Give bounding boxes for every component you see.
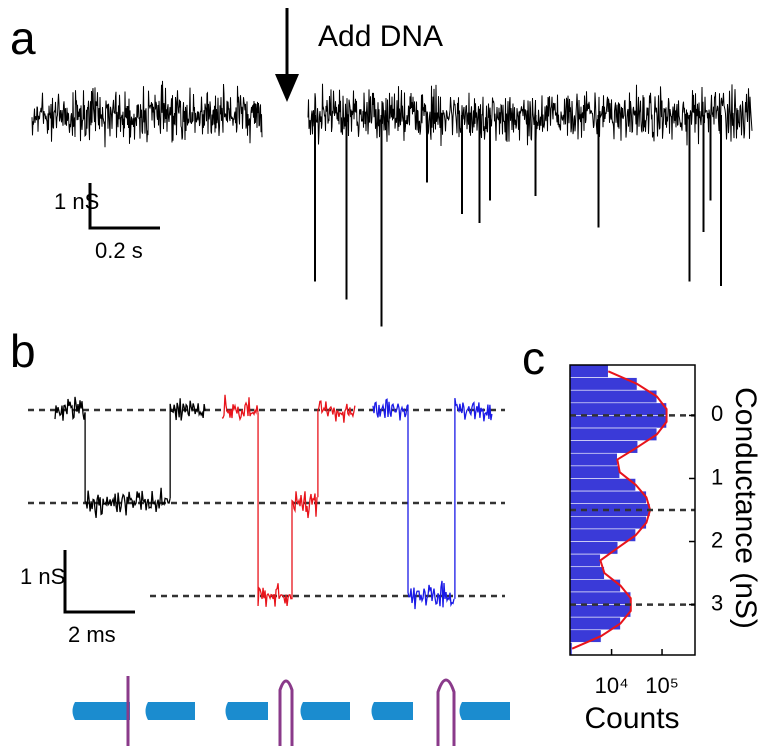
pore bbox=[225, 702, 268, 720]
dna-hairpin bbox=[436, 678, 456, 746]
noise-trace bbox=[307, 83, 753, 147]
bar bbox=[569, 452, 618, 467]
panel-label: b bbox=[10, 325, 36, 377]
scale-label: 1 nS bbox=[20, 564, 65, 589]
scale-bar bbox=[88, 183, 160, 230]
bar bbox=[569, 591, 632, 605]
pore bbox=[371, 702, 413, 720]
event-level bbox=[317, 400, 356, 498]
event-level bbox=[291, 491, 318, 600]
bar bbox=[569, 629, 602, 643]
bar bbox=[569, 478, 636, 492]
pore bbox=[145, 702, 195, 720]
pore bbox=[72, 702, 130, 720]
dna-hairpin bbox=[278, 679, 294, 746]
bar bbox=[569, 490, 647, 504]
bar bbox=[569, 516, 647, 530]
x-tick-label: 10⁴ bbox=[595, 673, 629, 698]
pore-cartoons bbox=[72, 676, 510, 746]
bar bbox=[569, 465, 621, 479]
event-level bbox=[407, 404, 455, 610]
bar bbox=[569, 604, 632, 618]
event-level bbox=[372, 398, 409, 421]
event-level bbox=[84, 412, 171, 518]
event-level bbox=[454, 398, 493, 599]
event-level bbox=[54, 396, 86, 421]
bar bbox=[569, 402, 667, 416]
pore bbox=[459, 702, 510, 720]
event-level bbox=[257, 412, 292, 607]
event-level bbox=[169, 398, 206, 499]
bar bbox=[569, 389, 658, 404]
x-axis-label: Counts bbox=[584, 702, 679, 735]
bar bbox=[569, 415, 667, 429]
y-tick-label: 3 bbox=[711, 590, 723, 615]
bar bbox=[569, 364, 609, 378]
scale-label: 1 nS bbox=[54, 189, 99, 214]
x-tick-label: 10⁵ bbox=[645, 673, 679, 698]
noise-trace bbox=[31, 80, 263, 148]
bar bbox=[569, 440, 639, 454]
arrow-head bbox=[275, 74, 299, 102]
annotation: Add DNA bbox=[318, 20, 443, 53]
bar bbox=[569, 553, 601, 568]
panel-label: a bbox=[10, 12, 36, 64]
scale-label: 2 ms bbox=[68, 622, 116, 647]
bar bbox=[569, 566, 605, 580]
scale-bar bbox=[63, 550, 135, 614]
y-axis-label: Conductance (nS) bbox=[729, 387, 762, 629]
y-tick-label: 2 bbox=[711, 527, 723, 552]
event-level bbox=[221, 394, 259, 422]
plot-frame bbox=[569, 364, 696, 656]
pore bbox=[300, 702, 350, 720]
y-tick-label: 0 bbox=[711, 401, 723, 426]
bar bbox=[569, 528, 636, 542]
bar bbox=[569, 427, 658, 441]
panel-label: c bbox=[522, 332, 545, 384]
bar bbox=[569, 579, 621, 593]
y-tick-label: 1 bbox=[711, 464, 723, 489]
scale-label: 0.2 s bbox=[95, 238, 143, 263]
